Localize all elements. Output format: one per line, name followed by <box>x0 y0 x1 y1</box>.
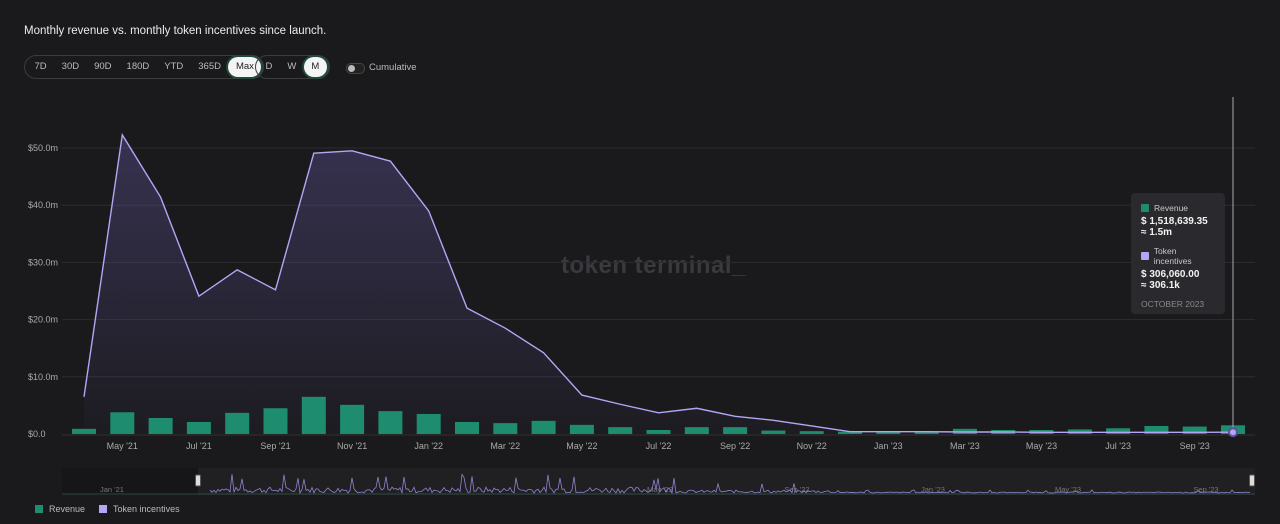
navigator-mask <box>62 468 198 495</box>
navigator-line <box>209 473 1251 495</box>
revenue-bar <box>148 417 173 434</box>
x-tick-label: Sep '22 <box>720 441 750 451</box>
x-tick-label: May '23 <box>1026 441 1057 451</box>
revenue-bar <box>1144 425 1169 434</box>
revenue-bar <box>608 427 633 434</box>
range-7d-button[interactable]: 7D <box>34 61 47 72</box>
x-tick-label: Jul '21 <box>186 441 212 451</box>
revenue-bar <box>761 430 786 434</box>
y-tick-label: $40.0m <box>28 200 58 210</box>
legend-incentives[interactable]: Token incentives <box>113 504 180 514</box>
x-tick-label: May '21 <box>107 441 138 451</box>
x-tick-label: Mar '22 <box>490 441 520 451</box>
revenue-bar <box>799 431 824 434</box>
cumulative-toggle[interactable] <box>346 63 365 74</box>
toggle-knob <box>348 65 355 72</box>
tooltip-revenue-approx: ≈ 1.5m <box>1141 227 1173 238</box>
revenue-bar <box>378 411 403 434</box>
y-tick-label: $0.0 <box>28 429 46 439</box>
revenue-bar <box>723 427 748 434</box>
tooltip-revenue-value: $ 1,518,639.35 <box>1141 216 1208 227</box>
revenue-bar <box>569 424 594 434</box>
tooltip-incentives-approx: ≈ 306.1k <box>1141 280 1180 291</box>
tooltip-date: OCTOBER 2023 <box>1141 299 1205 309</box>
granularity-selector: D W M <box>255 55 330 79</box>
legend: Revenue Token incentives <box>35 504 180 514</box>
x-tick-label: May '22 <box>566 441 597 451</box>
legend-revenue-swatch <box>35 505 43 513</box>
revenue-bar <box>301 396 326 434</box>
legend-incentives-swatch <box>99 505 108 513</box>
watermark: token terminal_ <box>561 252 746 279</box>
range-365d-button[interactable]: 365D <box>198 61 221 72</box>
revenue-bar <box>531 420 556 434</box>
cumulative-label: Cumulative <box>369 62 417 73</box>
x-tick-label: Mar '23 <box>950 441 980 451</box>
hover-point <box>1228 427 1238 438</box>
tooltip-incentives-label: Token incentives <box>1153 246 1192 266</box>
x-tick-label: Jul '22 <box>646 441 672 451</box>
revenue-bar <box>838 431 862 434</box>
revenue-bar <box>225 412 250 434</box>
tooltip-incentives-value: $ 306,060.00 <box>1141 269 1200 280</box>
y-tick-label: $10.0m <box>28 372 58 382</box>
revenue-bar <box>684 427 709 434</box>
revenue-bar <box>876 431 901 434</box>
revenue-bar <box>914 431 939 434</box>
revenue-swatch <box>1141 204 1149 212</box>
revenue-bar <box>110 412 135 434</box>
revenue-bar <box>340 404 365 434</box>
revenue-bar <box>1182 426 1207 434</box>
x-tick-label: Nov '22 <box>797 441 827 451</box>
y-tick-label: $20.0m <box>28 315 58 325</box>
navigator-handle[interactable] <box>195 474 201 487</box>
incentives-swatch <box>1141 252 1149 260</box>
revenue-bar <box>646 429 671 434</box>
revenue-bar <box>263 408 288 434</box>
incentives-line <box>83 132 1234 433</box>
revenue-bar <box>186 421 211 434</box>
range-ytd-button[interactable]: YTD <box>164 61 184 72</box>
granularity-week-button[interactable]: W <box>287 61 297 72</box>
x-tick-label: Jan '23 <box>874 441 903 451</box>
revenue-bar <box>1106 428 1131 434</box>
navigator-label: May '23 <box>1055 485 1081 494</box>
navigator-handle[interactable] <box>1249 474 1255 487</box>
tooltip: Revenue $ 1,518,639.35 ≈ 1.5m Token ince… <box>1131 193 1225 314</box>
y-tick-label: $50.0m <box>28 143 58 153</box>
x-tick-label: Sep '23 <box>1180 441 1210 451</box>
navigator-label: Sep '23 <box>1193 485 1218 494</box>
range-180d-button[interactable]: 180D <box>126 61 150 72</box>
range-90d-button[interactable]: 90D <box>94 61 112 72</box>
granularity-month-button[interactable]: M <box>303 57 327 77</box>
x-tick-label: Nov '21 <box>337 441 367 451</box>
incentives-area <box>84 134 1233 434</box>
navigator-label: Jan '23 <box>921 485 945 494</box>
range-selector: 7D 30D 90D 180D YTD 365D Max <box>24 55 265 79</box>
navigator-label: Jan '21 <box>100 485 124 494</box>
y-tick-label: $30.0m <box>28 257 58 267</box>
revenue-bar <box>493 423 518 434</box>
x-tick-label: Sep '21 <box>260 441 290 451</box>
x-tick-label: Jul '23 <box>1105 441 1131 451</box>
revenue-bar <box>72 428 96 434</box>
legend-revenue[interactable]: Revenue <box>49 504 86 514</box>
granularity-day-button[interactable]: D <box>265 61 273 72</box>
range-30d-button[interactable]: 30D <box>61 61 80 72</box>
revenue-bar <box>416 413 441 434</box>
range-max-button[interactable]: Max <box>228 57 262 77</box>
navigator-label: Sep '22 <box>784 485 809 494</box>
tooltip-revenue-label: Revenue <box>1154 203 1189 213</box>
x-tick-label: Jan '22 <box>414 441 443 451</box>
chart-title: Monthly revenue vs. monthly token incent… <box>24 25 327 37</box>
revenue-bar <box>455 421 479 434</box>
